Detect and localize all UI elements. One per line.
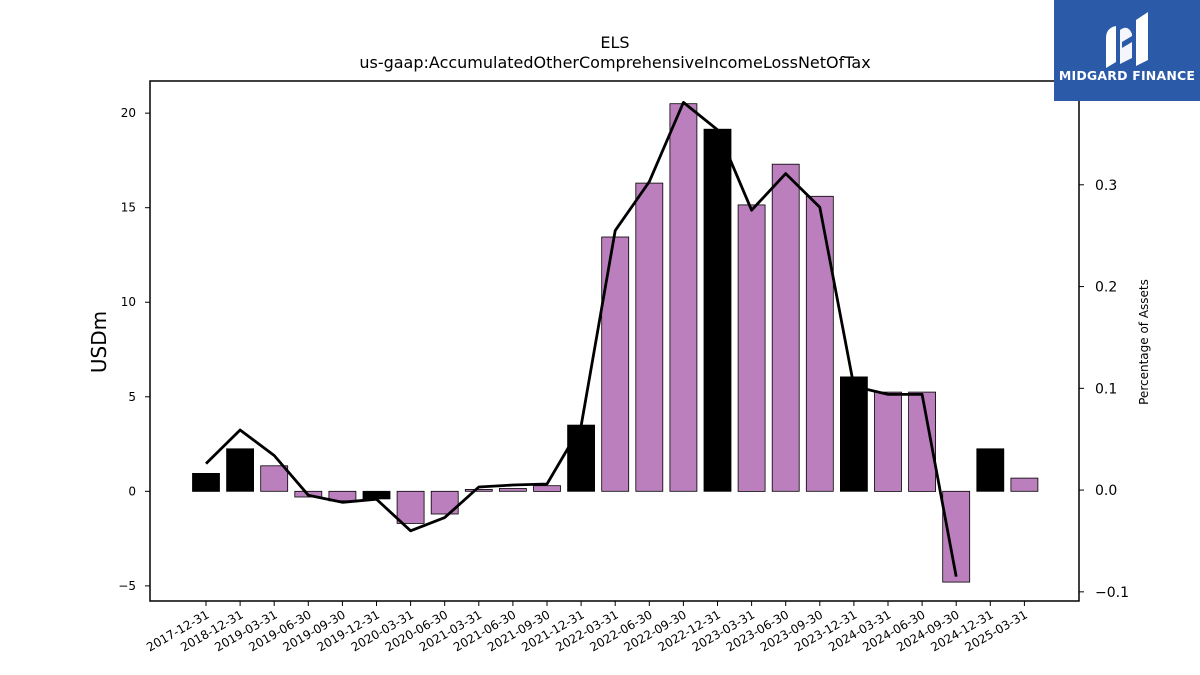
bar-2021-12-31 <box>567 424 595 492</box>
company-logo: MIDGARD FINANCE <box>1054 0 1200 101</box>
bar-2024-09-30 <box>942 490 971 583</box>
chart-title: ELS <box>600 33 629 52</box>
y2-tick-label: 0.1 <box>1095 381 1117 397</box>
bar-2023-12-31 <box>840 376 868 492</box>
bar-2018-12-31 <box>226 448 255 492</box>
y-tick-label: 15 <box>121 201 136 215</box>
bar-2021-09-30 <box>533 485 561 492</box>
y2-tick-label: 0.3 <box>1095 178 1117 194</box>
bar-2022-06-30 <box>635 182 664 492</box>
assets-percentage-line <box>205 101 958 577</box>
bar-2024-12-31 <box>976 448 1005 492</box>
y-tick-label: −5 <box>118 579 136 593</box>
bar-2022-09-30 <box>669 103 698 492</box>
y-tick-label: 0 <box>128 484 136 498</box>
logo-mark-icon <box>1106 12 1148 68</box>
bar-2020-06-30 <box>430 490 459 515</box>
y2-tick-label: 0.2 <box>1095 280 1117 296</box>
y2-axis-label: Percentage of Assets <box>1137 279 1151 405</box>
bar-2020-03-31 <box>396 490 425 524</box>
bar-2023-09-30 <box>805 195 834 492</box>
plot-frame <box>149 80 1080 602</box>
bar-2023-03-31 <box>737 204 766 492</box>
y2-tick-label: 0.0 <box>1095 483 1117 499</box>
bar-2021-06-30 <box>498 488 527 492</box>
bar-2019-09-30 <box>328 490 357 502</box>
bar-2023-06-30 <box>771 163 800 492</box>
bar-2019-12-31 <box>362 490 391 500</box>
logo-text: MIDGARD FINANCE <box>1058 68 1196 83</box>
bar-2022-12-31 <box>703 128 732 492</box>
y-tick-label: 10 <box>121 295 136 309</box>
y-tick-label: 5 <box>128 390 136 404</box>
y2-tick-label: −0.1 <box>1095 585 1129 601</box>
bar-2024-03-31 <box>874 391 902 492</box>
bar-2021-03-31 <box>464 488 493 492</box>
y-tick-label: 20 <box>121 106 136 120</box>
y-axis-label: USDm <box>87 311 111 373</box>
bar-2017-12-31 <box>192 472 220 492</box>
bar-2025-03-31 <box>1010 477 1039 492</box>
bar-2019-03-31 <box>260 465 289 492</box>
bar-2022-03-31 <box>601 236 630 492</box>
chart-subtitle: us-gaap:AccumulatedOtherComprehensiveInc… <box>359 53 870 72</box>
